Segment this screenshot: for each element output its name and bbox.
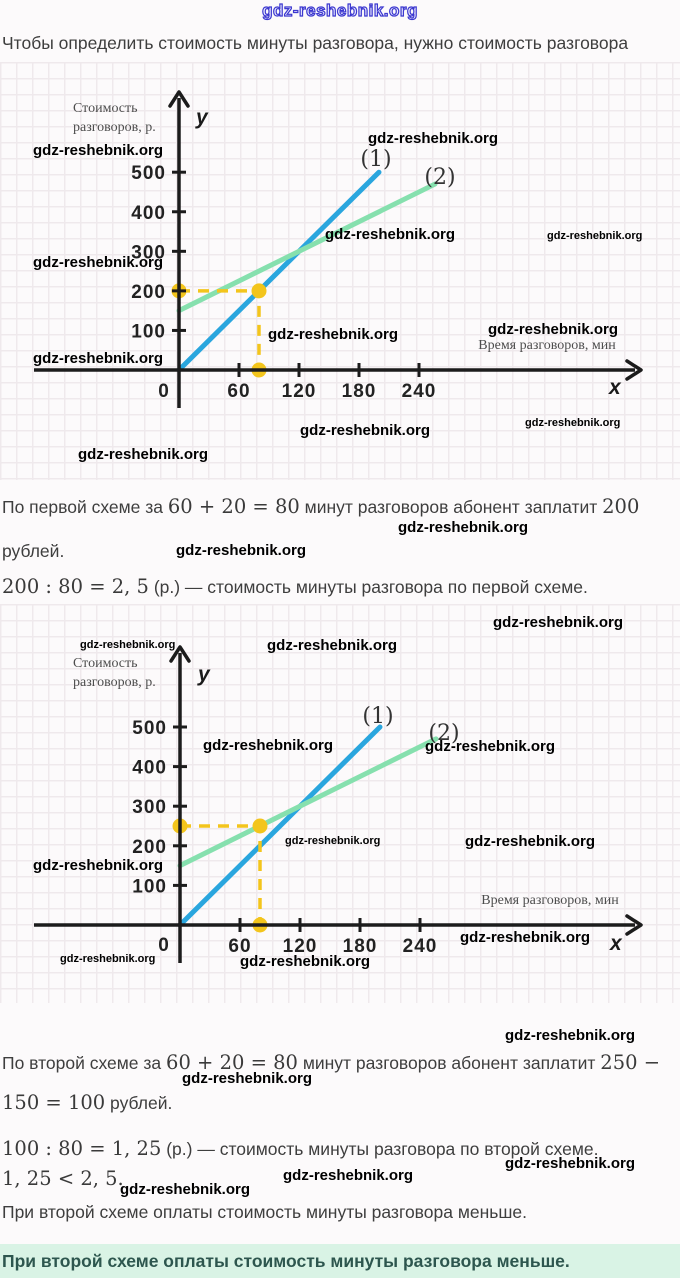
watermark-text: gdz-reshebnik.org bbox=[120, 1181, 251, 1198]
watermark-text: gdz-reshebnik.org bbox=[267, 637, 398, 654]
scheme2-payment-text: По второй схеме за 60 + 20 = 80 минут ра… bbox=[2, 1051, 661, 1074]
text-segment: (р.) — стоимость минуты разговора по вто… bbox=[161, 1139, 599, 1159]
watermark-text: gdz-reshebnik.org bbox=[33, 350, 164, 367]
math-expression: 200 bbox=[602, 495, 640, 518]
math-expression: 100 : 80 = 1, 25 bbox=[2, 1137, 162, 1160]
text-segment: По первой схеме за bbox=[2, 497, 168, 517]
comparison-inequality: 1, 25 < 2, 5. bbox=[2, 1167, 124, 1190]
math-expression: 60 + 20 = 80 bbox=[166, 1051, 298, 1074]
text-segment: При второй схеме оплаты стоимость минуты… bbox=[2, 1202, 528, 1222]
watermark-text: gdz-reshebnik.org bbox=[488, 321, 619, 338]
scheme1-rubles-text: рублей. bbox=[2, 541, 64, 561]
watermark-text: gdz-reshebnik.org bbox=[368, 130, 499, 147]
answer-highlight: При второй схеме оплаты стоимость минуты… bbox=[0, 1244, 680, 1278]
conclusion-text: При второй схеме оплаты стоимость минуты… bbox=[2, 1202, 527, 1222]
watermark-text: gdz-reshebnik.org bbox=[465, 833, 596, 850]
math-expression: 250 − bbox=[600, 1051, 661, 1074]
watermark-text: gdz-reshebnik.org bbox=[60, 953, 156, 965]
watermark-text: gdz-reshebnik.org bbox=[176, 542, 307, 559]
text-segment: (р.) — стоимость минуты разговора по пер… bbox=[148, 577, 588, 597]
watermark-text: gdz-reshebnik.org bbox=[425, 738, 556, 755]
watermark-text: gdz-reshebnik.org bbox=[182, 1070, 313, 1087]
answer-text: При второй схеме оплаты стоимость минуты… bbox=[2, 1250, 570, 1271]
text-segment: минут разговоров абонент заплатит bbox=[299, 497, 603, 517]
watermark-text: gdz-reshebnik.org bbox=[493, 614, 624, 631]
site-watermark-header: gdz-reshebnik.org bbox=[261, 0, 418, 20]
watermark-text: gdz-reshebnik.org bbox=[505, 1155, 636, 1172]
watermark-text: gdz-reshebnik.org bbox=[80, 639, 176, 651]
text-segment: рублей. bbox=[2, 541, 65, 561]
text-segment: Чтобы определить стоимость минуты разгов… bbox=[2, 33, 629, 53]
math-expression: 60 + 20 = 80 bbox=[167, 495, 300, 518]
watermark-text: gdz-reshebnik.org bbox=[300, 422, 431, 439]
math-expression: 1, 25 < 2, 5. bbox=[2, 1167, 124, 1190]
scheme1-cost-per-minute: 200 : 80 = 2, 5 (р.) — стоимость минуты … bbox=[2, 575, 588, 598]
watermark-text: gdz-reshebnik.org bbox=[268, 326, 399, 343]
scheme2-rubles-text: 150 = 100 рублей. bbox=[2, 1091, 173, 1114]
watermark-text: gdz-reshebnik.org bbox=[33, 142, 164, 159]
watermark-text: gdz-reshebnik.org bbox=[525, 417, 621, 429]
watermark-text: gdz-reshebnik.org bbox=[325, 226, 456, 243]
math-expression: 200 : 80 = 2, 5 bbox=[2, 575, 149, 598]
watermark-text: gdz-reshebnik.org bbox=[505, 1027, 636, 1044]
watermark-text: gdz-reshebnik.org bbox=[283, 1167, 414, 1184]
watermark-text: gdz-reshebnik.org bbox=[460, 929, 591, 946]
watermark-text: gdz-reshebnik.org bbox=[33, 254, 164, 271]
scheme2-cost-per-minute: 100 : 80 = 1, 25 (р.) — стоимость минуты… bbox=[2, 1137, 599, 1160]
math-expression: 150 = 100 bbox=[2, 1091, 106, 1114]
scheme1-payment-text: По первой схеме за 60 + 20 = 80 минут ра… bbox=[2, 495, 640, 518]
watermark-text: gdz-reshebnik.org bbox=[547, 230, 643, 242]
watermark-text: gdz-reshebnik.org bbox=[78, 446, 209, 463]
watermark-text: gdz-reshebnik.org bbox=[240, 953, 371, 970]
text-segment: рублей. bbox=[105, 1093, 173, 1113]
watermark-text: gdz-reshebnik.org bbox=[285, 835, 381, 847]
watermark-text: gdz-reshebnik.org bbox=[398, 519, 529, 536]
intro-text: Чтобы определить стоимость минуты разгов… bbox=[2, 33, 628, 53]
text-segment: минут разговоров абонент заплатит bbox=[297, 1053, 601, 1073]
watermark-text: gdz-reshebnik.org bbox=[203, 737, 334, 754]
text-segment: По второй схеме за bbox=[2, 1053, 167, 1073]
watermark-text: gdz-reshebnik.org bbox=[33, 857, 164, 874]
